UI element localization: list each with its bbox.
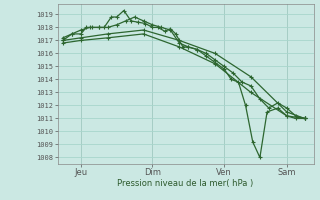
X-axis label: Pression niveau de la mer( hPa ): Pression niveau de la mer( hPa ) (117, 179, 254, 188)
